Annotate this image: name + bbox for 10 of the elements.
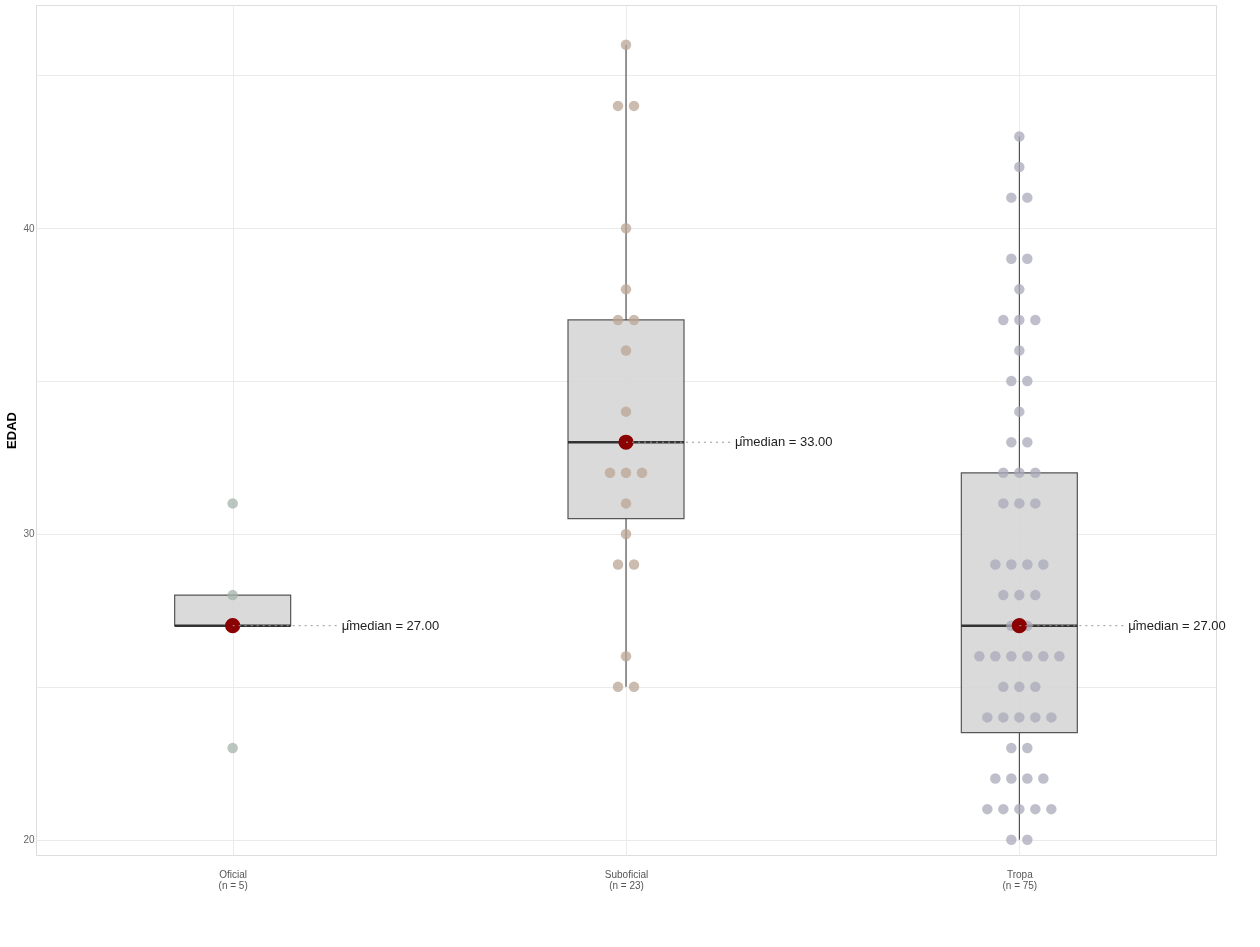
annotation: μ̂median = 27.00 — [1128, 617, 1226, 633]
x-tick-label: Suboficial (n = 23) — [604, 868, 649, 891]
y-tick-label: 20 — [23, 834, 35, 846]
annotation: μ̂median = 33.00 — [735, 434, 833, 450]
x-tick-label: Tropa (n = 75) — [1002, 868, 1038, 891]
y-tick-label: 30 — [23, 528, 35, 540]
x-tick-label: Oficial (n = 5) — [218, 868, 248, 891]
annotation: μ̂median = 27.00 — [341, 617, 440, 633]
y-tick-label: 40 — [23, 222, 35, 234]
y-axis-title: EDAD — [4, 412, 20, 449]
